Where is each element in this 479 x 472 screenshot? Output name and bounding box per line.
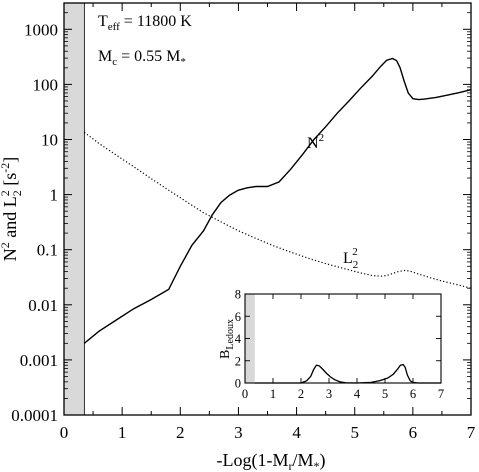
- series-line-n2: [83, 57, 472, 344]
- x-tick-label: 7: [467, 423, 476, 442]
- inset-x-tick-label: 6: [410, 387, 416, 401]
- y-tick-label: 0.001: [20, 351, 58, 370]
- y-tick-label: 1000: [24, 20, 58, 39]
- annotation-mc: Mc = 0.55 M*: [98, 48, 186, 68]
- inset-x-axis: 0 1 2 3 4 5 6 7: [242, 294, 444, 401]
- inset-x-tick-label: 3: [326, 387, 332, 401]
- x-tick-label: 0: [60, 423, 69, 442]
- x-tick-label: 1: [118, 423, 127, 442]
- y-tick-label: 0.1: [37, 241, 58, 260]
- y-tick-label: 0.01: [28, 296, 58, 315]
- y-tick-label: 1: [50, 186, 59, 205]
- y-tick-label: 0.0001: [11, 406, 58, 425]
- main-shaded-region: [64, 3, 85, 415]
- series-label-l22: L22: [343, 246, 358, 271]
- inset-x-tick-label: 5: [382, 387, 388, 401]
- inset-x-tick-label: 7: [438, 387, 444, 401]
- inset-y-tick-label: 8: [235, 288, 241, 302]
- inset-x-tick-label: 4: [354, 387, 361, 401]
- y-tick-label: 100: [33, 75, 59, 94]
- x-tick-label: 5: [350, 423, 359, 442]
- inset-background: [245, 294, 441, 383]
- inset-y-axis-label: BLedoux: [218, 319, 236, 359]
- inset-y-tick-label: 2: [235, 354, 241, 368]
- main-x-axis-label: -Log(1-Mr/M*): [217, 450, 326, 472]
- inset-y-tick-label: 0: [235, 377, 241, 391]
- inset-y-axis: 0 2 4 6 8: [235, 288, 441, 391]
- x-tick-label: 4: [292, 423, 301, 442]
- main-y-axis-label: N2 and L22 [s-2]: [0, 157, 24, 261]
- main-x-axis: 0 1 2 3 4 5 6 7: [60, 3, 476, 442]
- x-tick-label: 3: [234, 423, 243, 442]
- series-label-n2: N2: [307, 132, 324, 152]
- inset-x-tick-label: 1: [270, 387, 276, 401]
- annotation-teff: Teff = 11800 K: [98, 13, 192, 33]
- x-tick-label: 2: [176, 423, 185, 442]
- inset-y-tick-label: 4: [235, 332, 242, 346]
- inset-y-tick-label: 6: [235, 310, 241, 324]
- inset-x-tick-label: 0: [242, 387, 248, 401]
- series-line-l2-2: [83, 131, 472, 289]
- main-series-group: [83, 57, 472, 344]
- inset-plot: 0 1 2 3 4 5 6 7 0 2 4 6 8: [235, 288, 444, 402]
- inset-x-tick-label: 2: [298, 387, 304, 401]
- x-tick-label: 6: [409, 423, 418, 442]
- y-tick-label: 10: [41, 130, 58, 149]
